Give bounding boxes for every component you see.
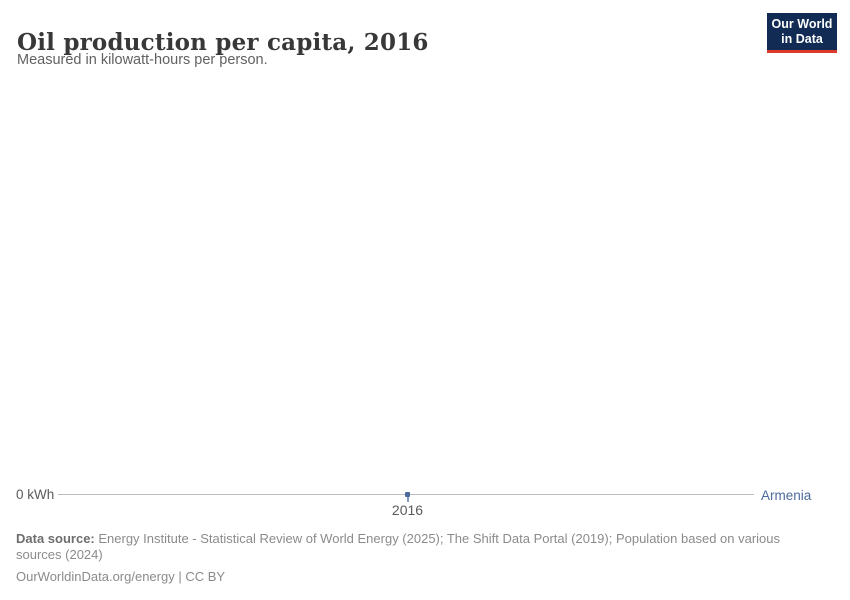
x-axis-tick-mark: [406, 497, 409, 502]
y-axis-zero-label: 0 kWh: [16, 487, 55, 502]
owid-logo[interactable]: Our World in Data: [767, 13, 837, 53]
owid-logo-line2: in Data: [781, 31, 823, 46]
series-label-armenia[interactable]: Armenia: [761, 488, 812, 503]
datasource-label: Data source:: [16, 531, 95, 546]
owid-logo-line1: Our World: [771, 16, 833, 31]
footer-datasource: Data source: Energy Institute - Statisti…: [16, 531, 822, 563]
page-title: Oil production per capita, 2016: [17, 29, 429, 57]
datasource-text: Energy Institute - Statistical Review of…: [16, 531, 781, 562]
x-axis-tick-label: 2016: [391, 502, 424, 518]
data-point-armenia-2016[interactable]: [405, 492, 410, 502]
footer-license-line[interactable]: OurWorldinData.org/energy | CC BY: [16, 569, 226, 584]
chart-subtitle: Measured in kilowatt-hours per person.: [17, 52, 268, 68]
